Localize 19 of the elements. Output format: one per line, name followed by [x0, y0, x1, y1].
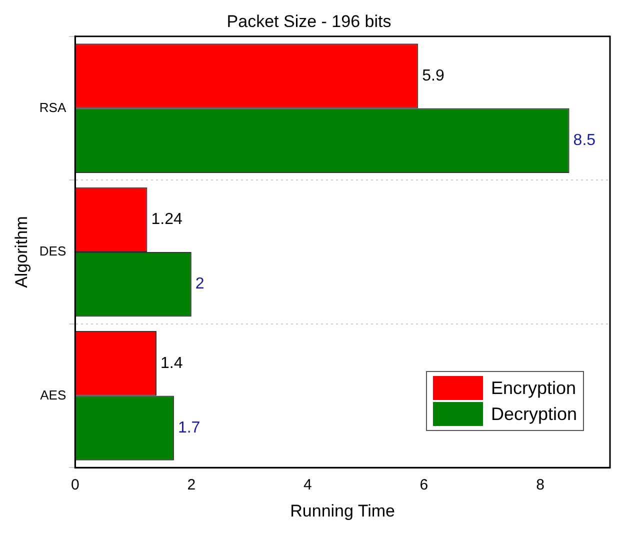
x-tick-label: 8 [536, 476, 544, 494]
chart-title: Packet Size - 196 bits [226, 12, 392, 31]
data-label: 5.9 [422, 67, 444, 84]
legend-label: Encryption [490, 378, 576, 398]
y-tick-label: RSA [39, 100, 66, 115]
data-label: 2 [195, 276, 204, 293]
x-tick-label: 2 [187, 476, 196, 494]
y-axis-title: Algorithm [12, 216, 31, 288]
legend-label: Decryption [490, 404, 577, 424]
x-tick-label: 6 [420, 476, 428, 494]
data-label: 8.5 [573, 132, 596, 150]
data-label: 1.7 [178, 419, 200, 436]
data-label: 1.24 [151, 211, 182, 228]
x-tick-label: 4 [304, 476, 312, 494]
x-tick-label: 0 [70, 476, 80, 494]
data-label: 1.4 [160, 354, 183, 372]
y-tick-label: AES [40, 387, 66, 402]
x-axis-title: Running Time [290, 501, 396, 520]
y-tick-label: DES [39, 244, 66, 259]
